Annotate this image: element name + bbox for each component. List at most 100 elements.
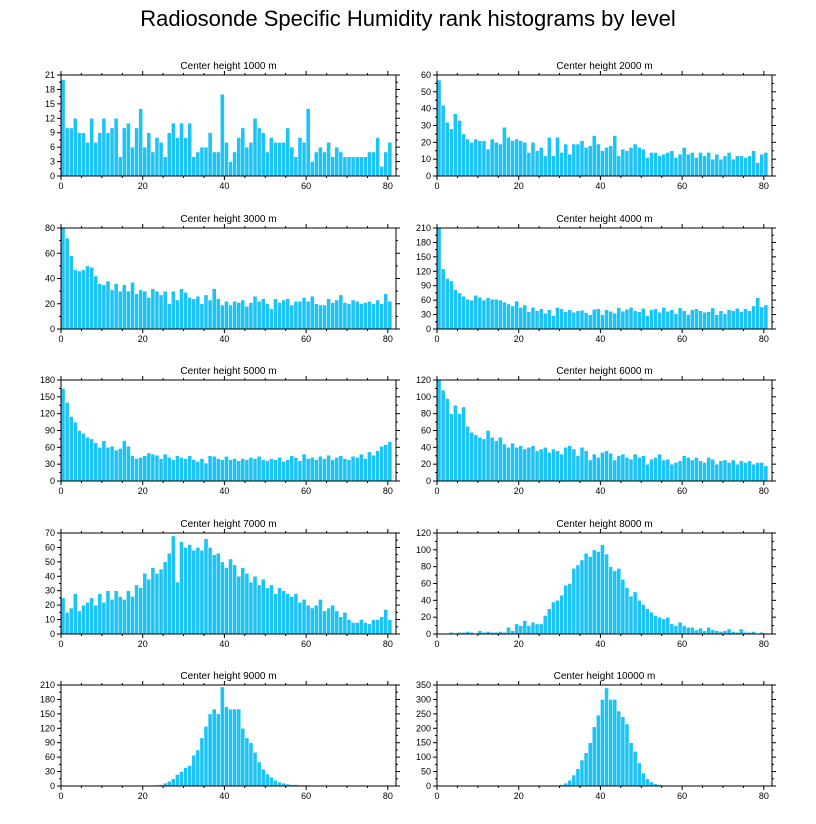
histogram-bar	[183, 767, 188, 787]
histogram-bar	[142, 455, 148, 482]
histogram-bar	[612, 312, 618, 330]
histogram-bar	[269, 137, 274, 177]
histogram-bar	[571, 774, 577, 787]
histogram-bar	[608, 310, 613, 330]
histogram-bar	[538, 308, 544, 330]
histogram-bar	[109, 445, 115, 482]
histogram-bar	[350, 156, 356, 177]
histogram-bar	[85, 142, 90, 177]
histogram-bar	[375, 450, 380, 482]
histogram-bar	[191, 550, 197, 635]
histogram-bar	[171, 778, 176, 787]
histogram-bar	[559, 453, 564, 482]
histogram-bar	[481, 438, 487, 482]
histogram-bar	[297, 460, 303, 482]
x-tick-label: 80	[759, 334, 769, 344]
y-tick-label: 80	[45, 223, 55, 233]
histogram-bar	[567, 153, 573, 177]
histogram-bar	[363, 622, 368, 635]
histogram-bar	[596, 143, 601, 177]
histogram-bar	[510, 140, 515, 177]
histogram-bar	[314, 604, 319, 635]
histogram-bar	[583, 752, 589, 787]
histogram-bar	[297, 300, 303, 330]
histogram-bar	[215, 552, 221, 635]
histogram-bar	[449, 128, 454, 177]
histogram-bar	[203, 462, 209, 482]
histogram-bar	[183, 458, 188, 482]
histogram-bar	[187, 544, 192, 635]
histogram-bar	[309, 161, 315, 177]
histogram-bar	[596, 457, 601, 482]
x-tick-label: 40	[219, 334, 229, 344]
x-tick-label: 0	[434, 486, 439, 496]
y-tick-label: 0	[426, 171, 431, 181]
histogram-bar	[73, 269, 78, 330]
histogram-bar	[228, 708, 233, 787]
histogram-bar	[559, 308, 564, 330]
histogram-bar	[281, 590, 286, 635]
histogram-bar	[191, 298, 197, 330]
histogram-bar	[583, 312, 589, 330]
histogram-bar	[236, 576, 242, 635]
histogram-bar	[542, 155, 548, 177]
histogram-bar	[587, 314, 593, 330]
histogram-bar	[224, 567, 229, 635]
histogram-bar	[628, 458, 634, 482]
figure-title: Radiosonde Specific Humidity rank histog…	[140, 6, 676, 31]
histogram-bar	[85, 602, 90, 635]
histogram-bar	[461, 133, 466, 177]
histogram-bar	[669, 150, 675, 177]
histogram-bar	[547, 452, 552, 482]
histogram-bar	[158, 294, 164, 330]
y-tick-label: 210	[416, 223, 431, 233]
histogram-bar	[314, 303, 319, 330]
y-tick-label: 50	[421, 87, 431, 97]
y-tick-label: 60	[421, 426, 431, 436]
histogram-bar	[183, 137, 188, 177]
histogram-bar	[563, 447, 568, 482]
histogram-bar	[730, 310, 736, 330]
histogram-bar	[265, 151, 270, 177]
histogram-bar	[301, 453, 307, 482]
histogram-bar	[326, 142, 331, 177]
x-tick-label: 60	[301, 639, 311, 649]
histogram-bar	[461, 296, 466, 330]
histogram-bar	[530, 142, 536, 177]
histogram-bar	[669, 623, 675, 635]
histogram-bar	[596, 551, 601, 635]
histogram-bar	[641, 604, 646, 635]
histogram-bar	[620, 716, 626, 787]
histogram-bar	[252, 576, 258, 635]
histogram-bar	[690, 309, 695, 330]
histogram-bar	[563, 311, 568, 330]
histogram-bar	[232, 708, 237, 787]
y-tick-label: 0	[50, 171, 55, 181]
x-tick-label: 40	[595, 181, 605, 191]
histogram-bar	[591, 309, 597, 330]
histogram-bar	[64, 237, 70, 330]
histogram-bar	[244, 459, 250, 482]
histogram-bar	[207, 547, 213, 635]
histogram-bar	[665, 310, 671, 330]
histogram-bar	[714, 314, 720, 330]
histogram-bar	[555, 307, 560, 330]
histogram-bar	[187, 297, 192, 330]
histogram-bar	[64, 127, 70, 177]
histogram-bar	[628, 595, 634, 635]
histogram-bar	[220, 686, 225, 787]
histogram-bar	[273, 593, 278, 635]
x-tick-label: 80	[759, 181, 769, 191]
histogram-bar	[518, 307, 524, 330]
y-tick-label: 180	[40, 694, 55, 704]
histogram-bar	[346, 459, 352, 482]
histogram-bar	[616, 568, 622, 635]
x-tick-label: 60	[677, 639, 687, 649]
histogram-bar	[481, 299, 487, 330]
histogram-bar	[126, 122, 131, 177]
histogram-bar	[191, 156, 197, 177]
histogram-bar	[277, 302, 282, 330]
y-tick-label: 40	[45, 274, 55, 284]
histogram-bar	[743, 462, 748, 482]
histogram-bar	[755, 462, 760, 482]
